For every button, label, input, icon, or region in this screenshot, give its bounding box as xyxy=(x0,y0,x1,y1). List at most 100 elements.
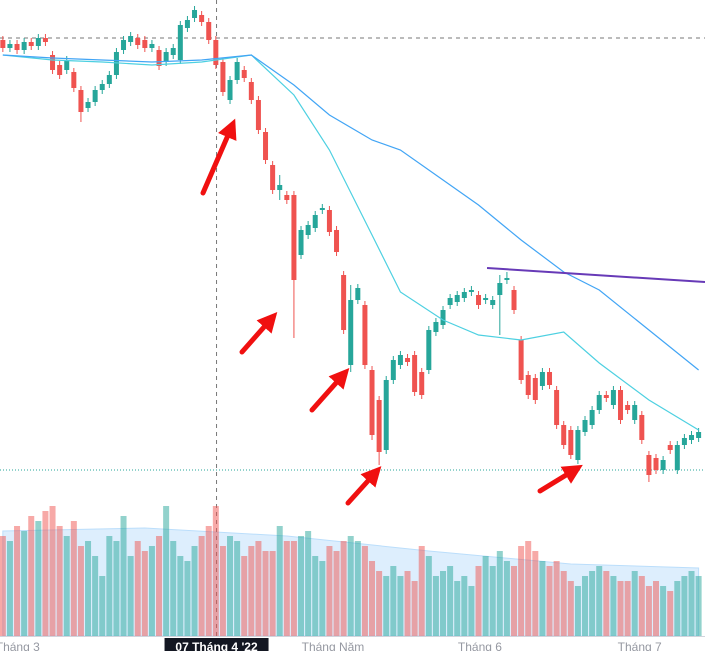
volume-bar xyxy=(582,576,589,636)
arrow xyxy=(200,118,237,196)
candle-body xyxy=(547,372,553,385)
candle-body xyxy=(468,290,474,292)
candle-body xyxy=(476,295,482,305)
candle-body xyxy=(106,75,112,84)
volume-bar xyxy=(134,541,141,636)
volume-bar xyxy=(198,536,205,636)
candle-body xyxy=(142,40,148,48)
x-tick-label: Tháng 6 xyxy=(458,640,502,651)
volume-bar xyxy=(248,546,255,636)
volume-bar xyxy=(99,576,106,636)
volume-bar xyxy=(468,586,475,636)
volume-bar xyxy=(127,556,134,636)
volume-bar xyxy=(553,561,560,636)
candle-body xyxy=(504,278,510,280)
volume-bar xyxy=(77,546,84,636)
candle-body xyxy=(35,38,41,46)
volume-bar xyxy=(482,556,489,636)
volume-bar xyxy=(369,561,376,636)
candle-body xyxy=(220,62,226,92)
volume-bar xyxy=(92,556,99,636)
candle-body xyxy=(284,195,290,200)
volume-bar xyxy=(85,541,92,636)
volume-bar xyxy=(617,581,624,636)
x-tick-label: Tháng 3 xyxy=(0,640,40,651)
volume-bar xyxy=(496,551,503,636)
candle-body xyxy=(184,20,190,28)
volume-bar xyxy=(567,581,574,636)
volume-bar xyxy=(638,576,645,636)
candle-body xyxy=(575,430,581,460)
candle-body xyxy=(610,390,616,405)
volume-bar xyxy=(390,566,397,636)
volume-bar xyxy=(219,546,226,636)
volume-bar xyxy=(106,536,113,636)
arrow xyxy=(537,464,583,494)
candle-body xyxy=(113,52,119,75)
volume-bar xyxy=(418,546,425,636)
volume-bar xyxy=(170,541,177,636)
volume-bar xyxy=(283,541,290,636)
volume-bar xyxy=(234,541,241,636)
volume-bar xyxy=(0,536,6,636)
volume-bar xyxy=(340,541,347,636)
volume-bar xyxy=(354,541,361,636)
candle-body xyxy=(334,230,340,252)
volume-bar xyxy=(113,541,120,636)
volume-bar xyxy=(212,506,219,636)
candle-body xyxy=(199,15,205,22)
crosshair-label: 07 Tháng 4 '22 xyxy=(175,640,258,651)
volume-bar xyxy=(184,561,191,636)
volume-bar xyxy=(447,566,454,636)
candle-body xyxy=(497,283,503,295)
volume-bar xyxy=(269,551,276,636)
volume-bar xyxy=(35,521,42,636)
candle-body xyxy=(241,70,247,78)
candle-body xyxy=(78,90,84,112)
candle-body xyxy=(454,295,460,302)
x-tick-label: Tháng 7 xyxy=(618,640,662,651)
candle-body xyxy=(227,80,233,100)
candle-body xyxy=(511,290,517,310)
candle-body xyxy=(14,44,20,50)
volume-bar xyxy=(603,571,610,636)
candle-body xyxy=(632,405,638,420)
volume-bar xyxy=(681,576,688,636)
candle-body xyxy=(447,298,453,305)
x-tick-label: Tháng Năm xyxy=(302,640,365,651)
candle-body xyxy=(596,395,602,410)
volume-bar xyxy=(539,561,546,636)
candle-body xyxy=(433,322,439,332)
volume-bar xyxy=(14,526,21,636)
volume-bar xyxy=(191,546,198,636)
volume-bar xyxy=(475,566,482,636)
candle-body xyxy=(234,62,240,80)
candle-body xyxy=(603,395,609,398)
volume-bar xyxy=(21,531,28,636)
candle-body xyxy=(426,330,432,370)
candle-body xyxy=(7,44,13,48)
arrow xyxy=(345,466,382,506)
volume-bar xyxy=(454,581,461,636)
candle-body xyxy=(170,48,176,55)
candle-body xyxy=(554,390,560,425)
candle-body xyxy=(248,82,254,100)
candle-body xyxy=(639,415,645,440)
volume-bar xyxy=(163,506,170,636)
candle-body xyxy=(383,380,389,450)
volume-bar xyxy=(425,556,432,636)
candle-body xyxy=(405,358,411,362)
volume-bar xyxy=(411,581,418,636)
candle-body xyxy=(390,360,396,380)
volume-bar xyxy=(660,586,667,636)
candle-body xyxy=(277,185,283,190)
candle-body xyxy=(618,390,624,420)
volume-bar xyxy=(397,576,404,636)
candle-body xyxy=(156,50,162,66)
candle-body xyxy=(674,445,680,470)
candle-body xyxy=(589,410,595,425)
volume-bar xyxy=(645,586,652,636)
